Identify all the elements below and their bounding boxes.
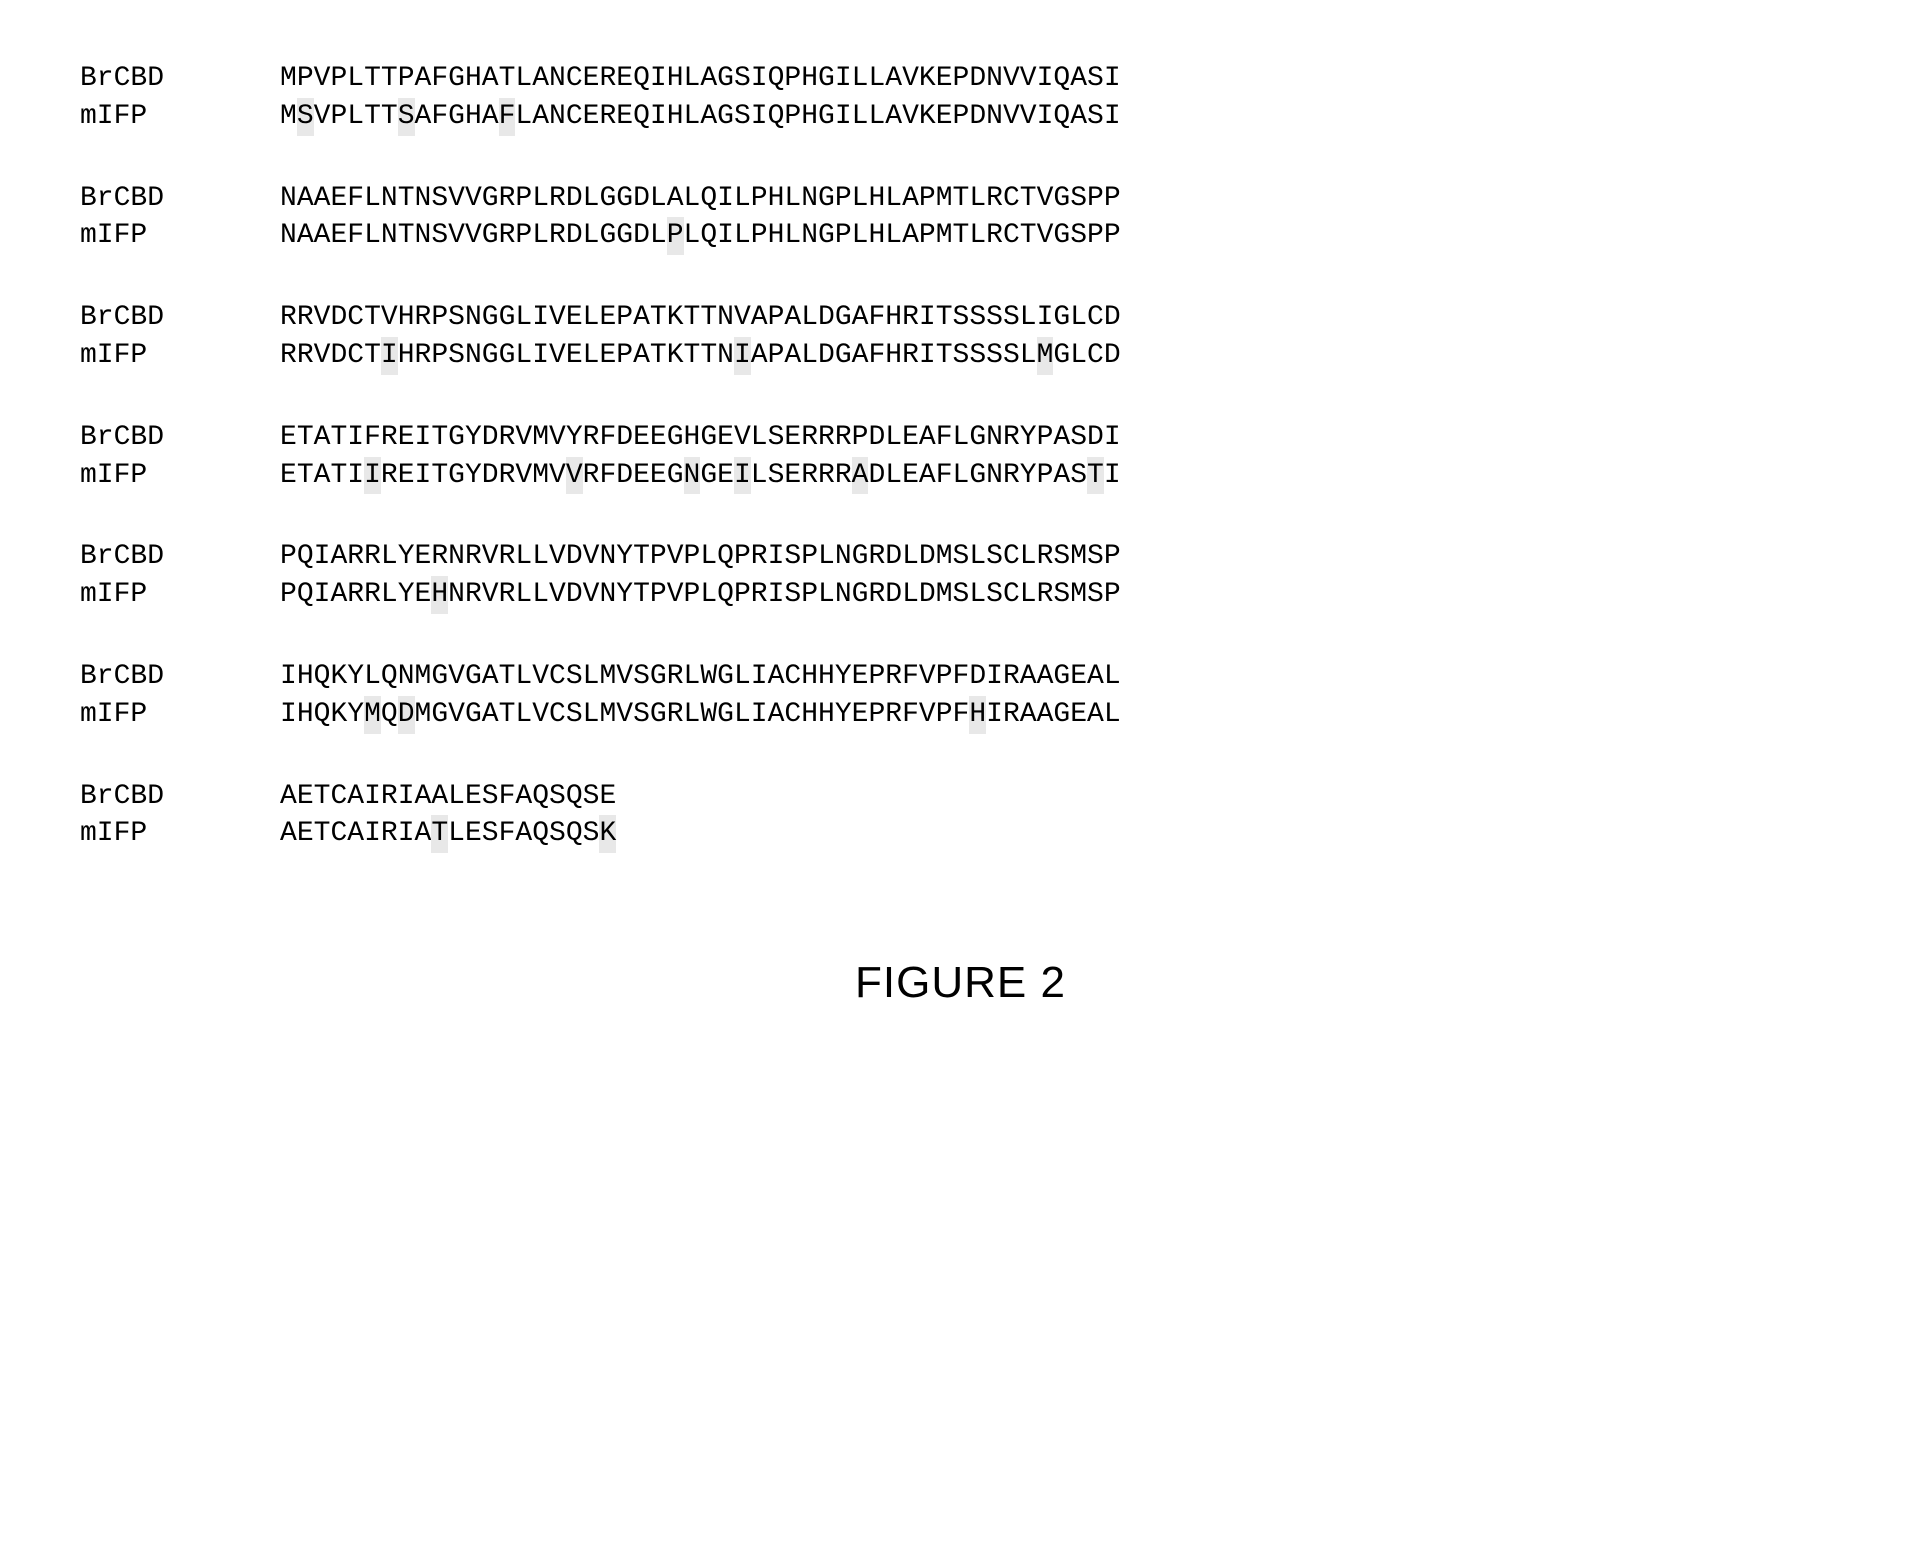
sequence-label: mIFP (80, 576, 280, 614)
sequence-block: BrCBDMPVPLTTPAFGHATLANCEREQIHLAGSIQPHGIL… (80, 60, 1841, 136)
sequence-residues: ETATIIREITGYDRVMVVRFDEEGNGEILSERRRADLEAF… (280, 457, 1121, 495)
sequence-row-brcbd: BrCBDIHQKYLQNMGVGATLVCSLMVSGRLWGLIACHHYE… (80, 658, 1841, 696)
sequence-residues: MSVPLTTSAFGHAFLANCEREQIHLAGSIQPHGILLAVKE… (280, 98, 1121, 136)
sequence-residues: MPVPLTTPAFGHATLANCEREQIHLAGSIQPHGILLAVKE… (280, 60, 1121, 98)
sequence-label: BrCBD (80, 299, 280, 337)
sequence-row-mifp: mIFPAETCAIRIATLESFAQSQSK (80, 815, 1841, 853)
sequence-block: BrCBDNAAEFLNTNSVVGRPLRDLGGDLALQILPHLNGPL… (80, 180, 1841, 256)
sequence-label: mIFP (80, 98, 280, 136)
sequence-residues: PQIARRLYEHNRVRLLVDVNYTPVPLQPRISPLNGRDLDM… (280, 576, 1121, 614)
sequence-row-brcbd: BrCBDMPVPLTTPAFGHATLANCEREQIHLAGSIQPHGIL… (80, 60, 1841, 98)
alignment-figure: BrCBDMPVPLTTPAFGHATLANCEREQIHLAGSIQPHGIL… (0, 0, 1921, 1073)
sequence-residues: IHQKYMQDMGVGATLVCSLMVSGRLWGLIACHHYEPRFVP… (280, 696, 1121, 734)
sequence-row-mifp: mIFPETATIIREITGYDRVMVVRFDEEGNGEILSERRRAD… (80, 457, 1841, 495)
sequence-block: BrCBDETATIFREITGYDRVMVYRFDEEGHGEVLSERRRP… (80, 419, 1841, 495)
sequence-row-mifp: mIFPRRVDCTIHRPSNGGLIVELEPATKTTNIAPALDGAF… (80, 337, 1841, 375)
sequence-block: BrCBDIHQKYLQNMGVGATLVCSLMVSGRLWGLIACHHYE… (80, 658, 1841, 734)
sequence-row-mifp: mIFPPQIARRLYEHNRVRLLVDVNYTPVPLQPRISPLNGR… (80, 576, 1841, 614)
sequence-label: BrCBD (80, 60, 280, 98)
sequence-block: BrCBDAETCAIRIAALESFAQSQSEmIFPAETCAIRIATL… (80, 778, 1841, 854)
sequence-row-brcbd: BrCBDAETCAIRIAALESFAQSQSE (80, 778, 1841, 816)
figure-title: FIGURE 2 (80, 953, 1841, 1012)
sequence-label: mIFP (80, 217, 280, 255)
sequence-residues: RRVDCTVHRPSNGGLIVELEPATKTTNVAPALDGAFHRIT… (280, 299, 1121, 337)
sequence-label: BrCBD (80, 658, 280, 696)
sequence-block: BrCBDPQIARRLYERNRVRLLVDVNYTPVPLQPRISPLNG… (80, 538, 1841, 614)
sequence-residues: ETATIFREITGYDRVMVYRFDEEGHGEVLSERRRPDLEAF… (280, 419, 1121, 457)
sequence-label: BrCBD (80, 778, 280, 816)
sequence-blocks-container: BrCBDMPVPLTTPAFGHATLANCEREQIHLAGSIQPHGIL… (80, 60, 1841, 853)
sequence-residues: IHQKYLQNMGVGATLVCSLMVSGRLWGLIACHHYEPRFVP… (280, 658, 1121, 696)
sequence-row-mifp: mIFPIHQKYMQDMGVGATLVCSLMVSGRLWGLIACHHYEP… (80, 696, 1841, 734)
sequence-label: mIFP (80, 815, 280, 853)
sequence-residues: AETCAIRIATLESFAQSQSK (280, 815, 616, 853)
sequence-row-brcbd: BrCBDETATIFREITGYDRVMVYRFDEEGHGEVLSERRRP… (80, 419, 1841, 457)
sequence-residues: PQIARRLYERNRVRLLVDVNYTPVPLQPRISPLNGRDLDM… (280, 538, 1121, 576)
sequence-residues: RRVDCTIHRPSNGGLIVELEPATKTTNIAPALDGAFHRIT… (280, 337, 1121, 375)
sequence-row-brcbd: BrCBDNAAEFLNTNSVVGRPLRDLGGDLALQILPHLNGPL… (80, 180, 1841, 218)
sequence-residues: NAAEFLNTNSVVGRPLRDLGGDLPLQILPHLNGPLHLAPM… (280, 217, 1121, 255)
sequence-row-mifp: mIFPNAAEFLNTNSVVGRPLRDLGGDLPLQILPHLNGPLH… (80, 217, 1841, 255)
sequence-row-brcbd: BrCBDRRVDCTVHRPSNGGLIVELEPATKTTNVAPALDGA… (80, 299, 1841, 337)
sequence-label: mIFP (80, 696, 280, 734)
sequence-label: BrCBD (80, 180, 280, 218)
sequence-label: BrCBD (80, 538, 280, 576)
sequence-label: mIFP (80, 337, 280, 375)
sequence-residues: NAAEFLNTNSVVGRPLRDLGGDLALQILPHLNGPLHLAPM… (280, 180, 1121, 218)
sequence-block: BrCBDRRVDCTVHRPSNGGLIVELEPATKTTNVAPALDGA… (80, 299, 1841, 375)
sequence-label: mIFP (80, 457, 280, 495)
sequence-residues: AETCAIRIAALESFAQSQSE (280, 778, 616, 816)
sequence-label: BrCBD (80, 419, 280, 457)
sequence-row-brcbd: BrCBDPQIARRLYERNRVRLLVDVNYTPVPLQPRISPLNG… (80, 538, 1841, 576)
sequence-row-mifp: mIFPMSVPLTTSAFGHAFLANCEREQIHLAGSIQPHGILL… (80, 98, 1841, 136)
